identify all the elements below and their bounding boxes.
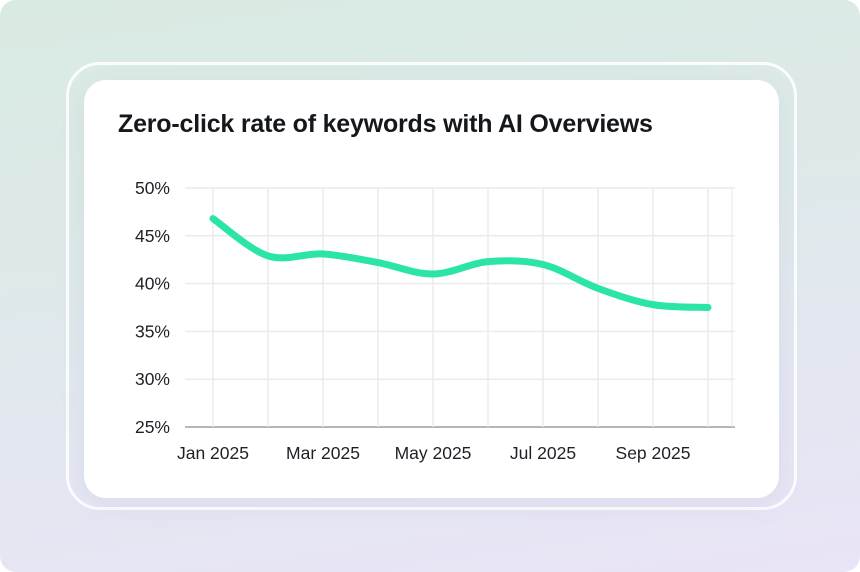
- y-tick-label: 25%: [135, 417, 170, 437]
- chart-card: Zero-click rate of keywords with AI Over…: [84, 80, 779, 498]
- y-tick-label: 50%: [135, 178, 170, 198]
- x-tick-label: Sep 2025: [616, 443, 691, 463]
- y-tick-label: 45%: [135, 226, 170, 246]
- x-tick-label: May 2025: [395, 443, 472, 463]
- x-tick-label: Jul 2025: [510, 443, 576, 463]
- y-tick-label: 30%: [135, 369, 170, 389]
- y-tick-label: 40%: [135, 274, 170, 294]
- y-tick-label: 35%: [135, 321, 170, 341]
- x-tick-label: Mar 2025: [286, 443, 360, 463]
- zero-click-line-chart: 25% 30% 35% 40% 45% 50% Jan 2025 Mar 2025 May 20…: [135, 178, 735, 463]
- outer-card: Zero-click rate of keywords with AI Over…: [66, 62, 797, 510]
- x-tick-label: Jan 2025: [177, 443, 249, 463]
- chart-title: Zero-click rate of keywords with AI Over…: [118, 110, 653, 138]
- series-line: [209, 215, 712, 311]
